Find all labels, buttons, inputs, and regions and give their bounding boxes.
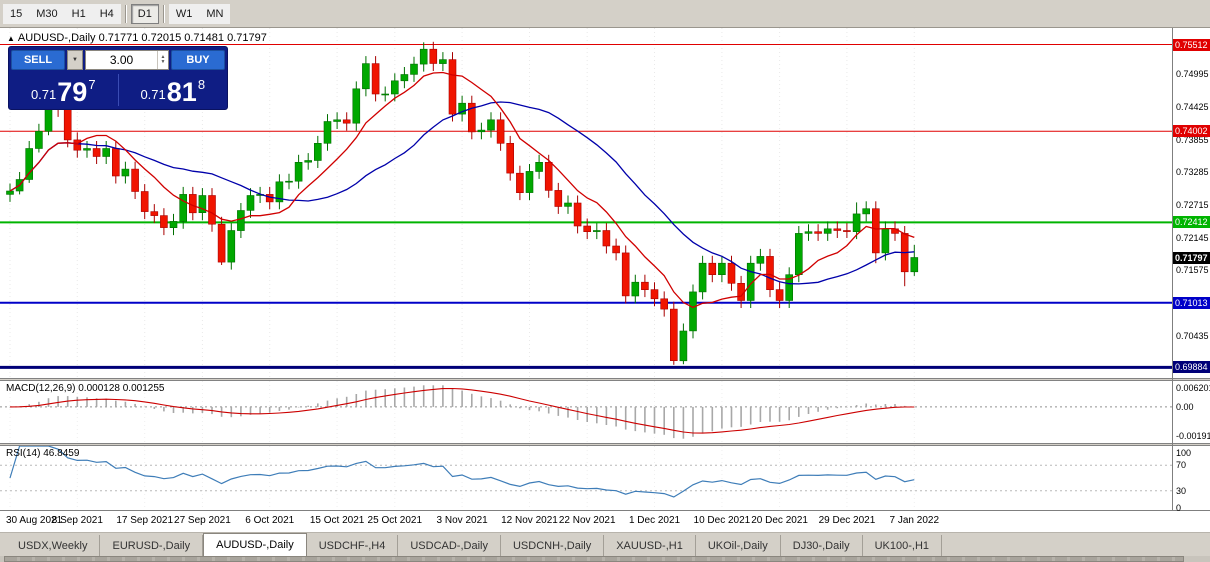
timeframe-button-15[interactable]: 15 <box>3 3 30 24</box>
rsi-axis-label: 30 <box>1176 485 1187 496</box>
level-price-label: 0.71013 <box>1173 296 1210 309</box>
spin-down-icon: ▼ <box>160 59 166 65</box>
level-price-label: 0.75512 <box>1173 38 1210 51</box>
one-click-trading-panel: SELL ▼ 3.00 ▲ ▼ BUY 0.71 79 7 0.71 81 8 <box>8 46 228 110</box>
date-label: 8 Sep 2021 <box>51 515 103 526</box>
date-label: 3 Nov 2021 <box>436 515 488 526</box>
date-label: 29 Dec 2021 <box>818 515 876 526</box>
chart-tab-bar: USDX,Weekly EURUSD-,Daily AUDUSD-,Daily USD… <box>0 532 1210 556</box>
date-label: 15 Oct 2021 <box>309 515 365 526</box>
buy-price-big: 81 <box>166 77 197 107</box>
price-tick: 0.72715 <box>1176 200 1209 210</box>
tab-dj30-daily[interactable]: DJ30-,Daily <box>781 535 863 556</box>
date-label: 20 Dec 2021 <box>751 515 808 526</box>
rsi-pane[interactable] <box>0 446 1172 510</box>
date-label: 1 Dec 2021 <box>628 515 681 526</box>
macd-canvas[interactable] <box>0 381 1172 443</box>
tab-usdcad-daily[interactable]: USDCAD-,Daily <box>398 535 501 556</box>
timeframe-toolbar: 15 M30 H1 H4 D1 W1 MN <box>0 0 1210 28</box>
chart-symbol-label: AUDUSD-,Daily <box>17 32 96 44</box>
tab-uk100-h1[interactable]: UK100-,H1 <box>863 535 943 556</box>
date-label: 6 Oct 2021 <box>245 515 295 526</box>
macd-axis-zero: 0.00 <box>1176 401 1194 412</box>
date-label: 30 Aug 2021 <box>6 515 63 526</box>
volume-spinner[interactable]: ▲ ▼ <box>157 51 168 69</box>
price-divider <box>117 74 119 106</box>
timeframe-button-mn[interactable]: MN <box>199 3 231 24</box>
timeframe-button-m30[interactable]: M30 <box>29 3 65 24</box>
toolbar-separator <box>162 4 165 23</box>
date-label: 7 Jan 2022 <box>889 515 940 526</box>
macd-label: MACD(12,26,9) 0.000128 0.001255 <box>6 383 165 394</box>
date-label: 27 Sep 2021 <box>174 515 231 526</box>
price-tick: 0.74995 <box>1176 69 1209 80</box>
symbol-marker-icon: ▲ <box>7 34 15 43</box>
price-tick: 0.73285 <box>1176 167 1209 178</box>
price-tick: 0.74425 <box>1176 101 1209 112</box>
tab-ukoil-daily[interactable]: UKOil-,Daily <box>696 535 781 556</box>
pane-splitter[interactable] <box>0 378 1210 381</box>
tab-eurusd-daily[interactable]: EURUSD-,Daily <box>100 535 204 556</box>
rsi-axis-label: 100 <box>1176 448 1192 458</box>
price-tick: 0.70435 <box>1176 330 1209 341</box>
buy-price[interactable]: 0.71 81 8 <box>121 71 226 109</box>
level-price-label: 0.69884 <box>1173 361 1210 374</box>
price-tick: 0.71575 <box>1176 265 1209 276</box>
chart-title: ▲ AUDUSD-,Daily 0.71771 0.72015 0.71481 0… <box>7 32 267 44</box>
sell-price-big: 79 <box>57 77 88 107</box>
macd-axis-max: 0.006201 <box>1176 383 1210 393</box>
rsi-label: RSI(14) 46.8459 <box>6 448 80 459</box>
volume-input[interactable]: 3.00 ▲ ▼ <box>85 50 169 70</box>
tab-xauusd-h1[interactable]: XAUUSD-,H1 <box>604 535 696 556</box>
price-tick: 0.73855 <box>1176 134 1209 145</box>
tab-usdcnh-daily[interactable]: USDCNH-,Daily <box>501 535 605 556</box>
price-tick: 0.72145 <box>1176 232 1209 243</box>
chevron-down-icon: ▼ <box>72 57 78 63</box>
current-price-label: 0.71797 <box>1173 251 1210 264</box>
horizontal-scrollbar[interactable] <box>0 556 1210 562</box>
chart-ohlc-values: 0.71771 0.72015 0.71481 0.71797 <box>98 32 267 44</box>
buy-button[interactable]: BUY <box>171 50 225 70</box>
date-label: 17 Sep 2021 <box>116 515 174 526</box>
macd-axis-min: -0.001917 <box>1176 431 1210 441</box>
volume-value: 3.00 <box>109 53 134 67</box>
date-label: 12 Nov 2021 <box>501 515 558 526</box>
tab-audusd-daily[interactable]: AUDUSD-,Daily <box>203 533 307 556</box>
timeframe-button-h4[interactable]: H4 <box>92 3 121 24</box>
rsi-axis-label: 70 <box>1176 460 1187 471</box>
sell-price-pipette: 7 <box>88 77 96 92</box>
date-label: 22 Nov 2021 <box>558 515 616 526</box>
date-label: 10 Dec 2021 <box>693 515 751 526</box>
date-label: 25 Oct 2021 <box>367 515 423 526</box>
timeframe-button-w1[interactable]: W1 <box>168 3 200 24</box>
scrollbar-thumb[interactable] <box>4 556 1184 562</box>
timeframe-button-d1[interactable]: D1 <box>130 3 159 24</box>
tab-usdx-weekly[interactable]: USDX,Weekly <box>6 535 101 556</box>
level-price-label: 0.74002 <box>1173 125 1210 138</box>
sell-price-prefix: 0.71 <box>30 87 57 102</box>
buy-price-prefix: 0.71 <box>140 87 166 102</box>
buy-price-pipette: 8 <box>197 77 206 92</box>
price-axis[interactable]: 0.74995 0.74425 0.73855 0.73285 0.72715 0.721… <box>1173 28 1210 378</box>
macd-pane[interactable] <box>0 381 1172 443</box>
pane-splitter[interactable] <box>0 443 1210 446</box>
volume-dropdown-button[interactable]: ▼ <box>67 50 83 70</box>
timeframe-button-h1[interactable]: H1 <box>64 3 93 24</box>
date-axis[interactable]: 30 Aug 2021 8 Sep 2021 17 Sep 2021 27 Sep 2… <box>0 510 1210 532</box>
tab-usdchf-h4[interactable]: USDCHF-,H4 <box>307 535 399 556</box>
axis-border <box>1172 28 1173 532</box>
spin-up-icon: ▲ <box>160 54 166 60</box>
rsi-canvas[interactable] <box>0 446 1172 510</box>
sell-price[interactable]: 0.71 79 7 <box>11 71 116 109</box>
rsi-axis-label: 0 <box>1176 503 1182 513</box>
level-price-label: 0.72412 <box>1173 216 1210 229</box>
toolbar-separator <box>124 4 127 23</box>
candlestick-canvas[interactable] <box>0 28 1172 378</box>
sell-button[interactable]: SELL <box>11 50 65 70</box>
